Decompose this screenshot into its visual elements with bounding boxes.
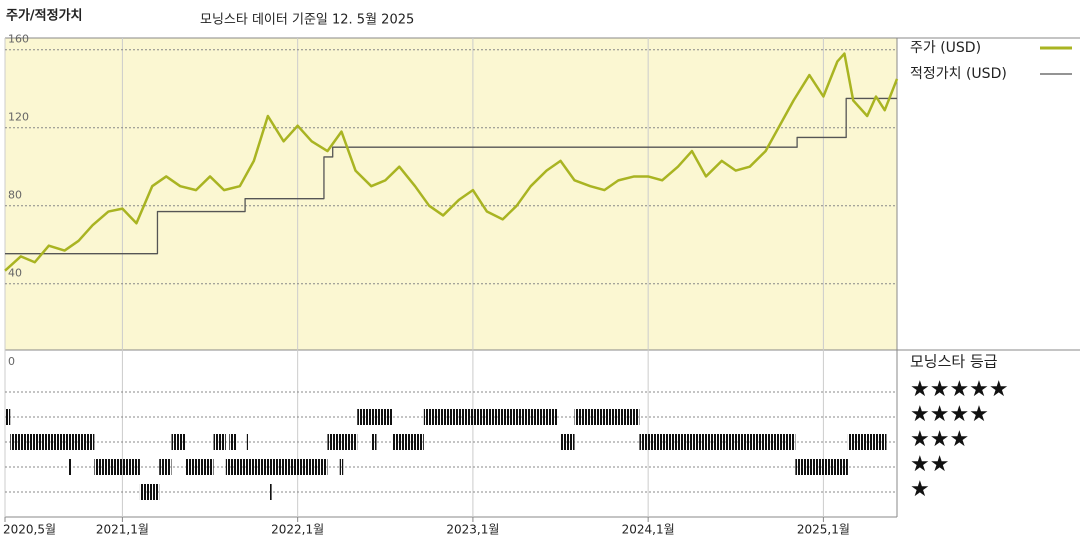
rating-bar bbox=[269, 484, 272, 500]
chart-title: 주가/적정가치 bbox=[6, 8, 83, 24]
y-tick-label: 80 bbox=[8, 189, 22, 202]
x-tick-label: 2023,1월 bbox=[446, 523, 499, 537]
rating-label: ★★★★ bbox=[910, 402, 989, 427]
rating-bar bbox=[560, 434, 575, 450]
rating-bar bbox=[371, 434, 377, 450]
rating-axis-label: 0 bbox=[8, 355, 15, 368]
rating-bar bbox=[94, 459, 140, 475]
rating-bar bbox=[392, 434, 424, 450]
rating-bar bbox=[574, 409, 640, 425]
rating-label: ★ bbox=[910, 477, 930, 502]
legend-label: 적정가치 (USD) bbox=[910, 66, 1007, 82]
rating-bar bbox=[423, 409, 558, 425]
series-line bbox=[4, 52, 899, 272]
rating-label: ★★★ bbox=[910, 427, 969, 452]
x-tick-label: 2020,5월 bbox=[3, 523, 56, 537]
rating-bar bbox=[5, 409, 11, 425]
rating-bar bbox=[229, 434, 237, 450]
rating-label: ★★★★★ bbox=[910, 377, 1009, 402]
rating-bar bbox=[847, 434, 887, 450]
rating-bar bbox=[357, 409, 393, 425]
x-tick-label: 2025,1월 bbox=[797, 523, 850, 537]
rating-bar bbox=[185, 459, 214, 475]
rating-bar bbox=[339, 459, 344, 475]
rating-bar bbox=[213, 434, 226, 450]
rating-bar bbox=[225, 459, 328, 475]
y-tick-label: 40 bbox=[8, 267, 22, 280]
rating-title: 모닝스타 등급 bbox=[910, 353, 998, 371]
rating-bar bbox=[159, 459, 172, 475]
series-line bbox=[5, 97, 897, 255]
x-tick-label: 2021,1월 bbox=[96, 523, 149, 537]
rating-bar bbox=[639, 434, 796, 450]
x-tick-label: 2024,1월 bbox=[622, 523, 675, 537]
chart-subtitle: 모닝스타 데이터 기준일 12. 5월 2025 bbox=[200, 13, 414, 28]
rating-bar bbox=[327, 434, 358, 450]
x-tick-label: 2022,1월 bbox=[271, 523, 324, 537]
legend-label: 주가 (USD) bbox=[910, 40, 981, 56]
rating-bar bbox=[68, 459, 72, 475]
rating-label: ★★ bbox=[910, 452, 949, 477]
rating-bar bbox=[171, 434, 186, 450]
y-tick-label: 160 bbox=[8, 33, 29, 46]
rating-bar bbox=[246, 434, 249, 450]
plot-background bbox=[5, 38, 897, 350]
rating-bar bbox=[795, 459, 848, 475]
rating-bar bbox=[139, 484, 160, 500]
y-tick-label: 120 bbox=[8, 111, 29, 124]
rating-bar bbox=[10, 434, 95, 450]
